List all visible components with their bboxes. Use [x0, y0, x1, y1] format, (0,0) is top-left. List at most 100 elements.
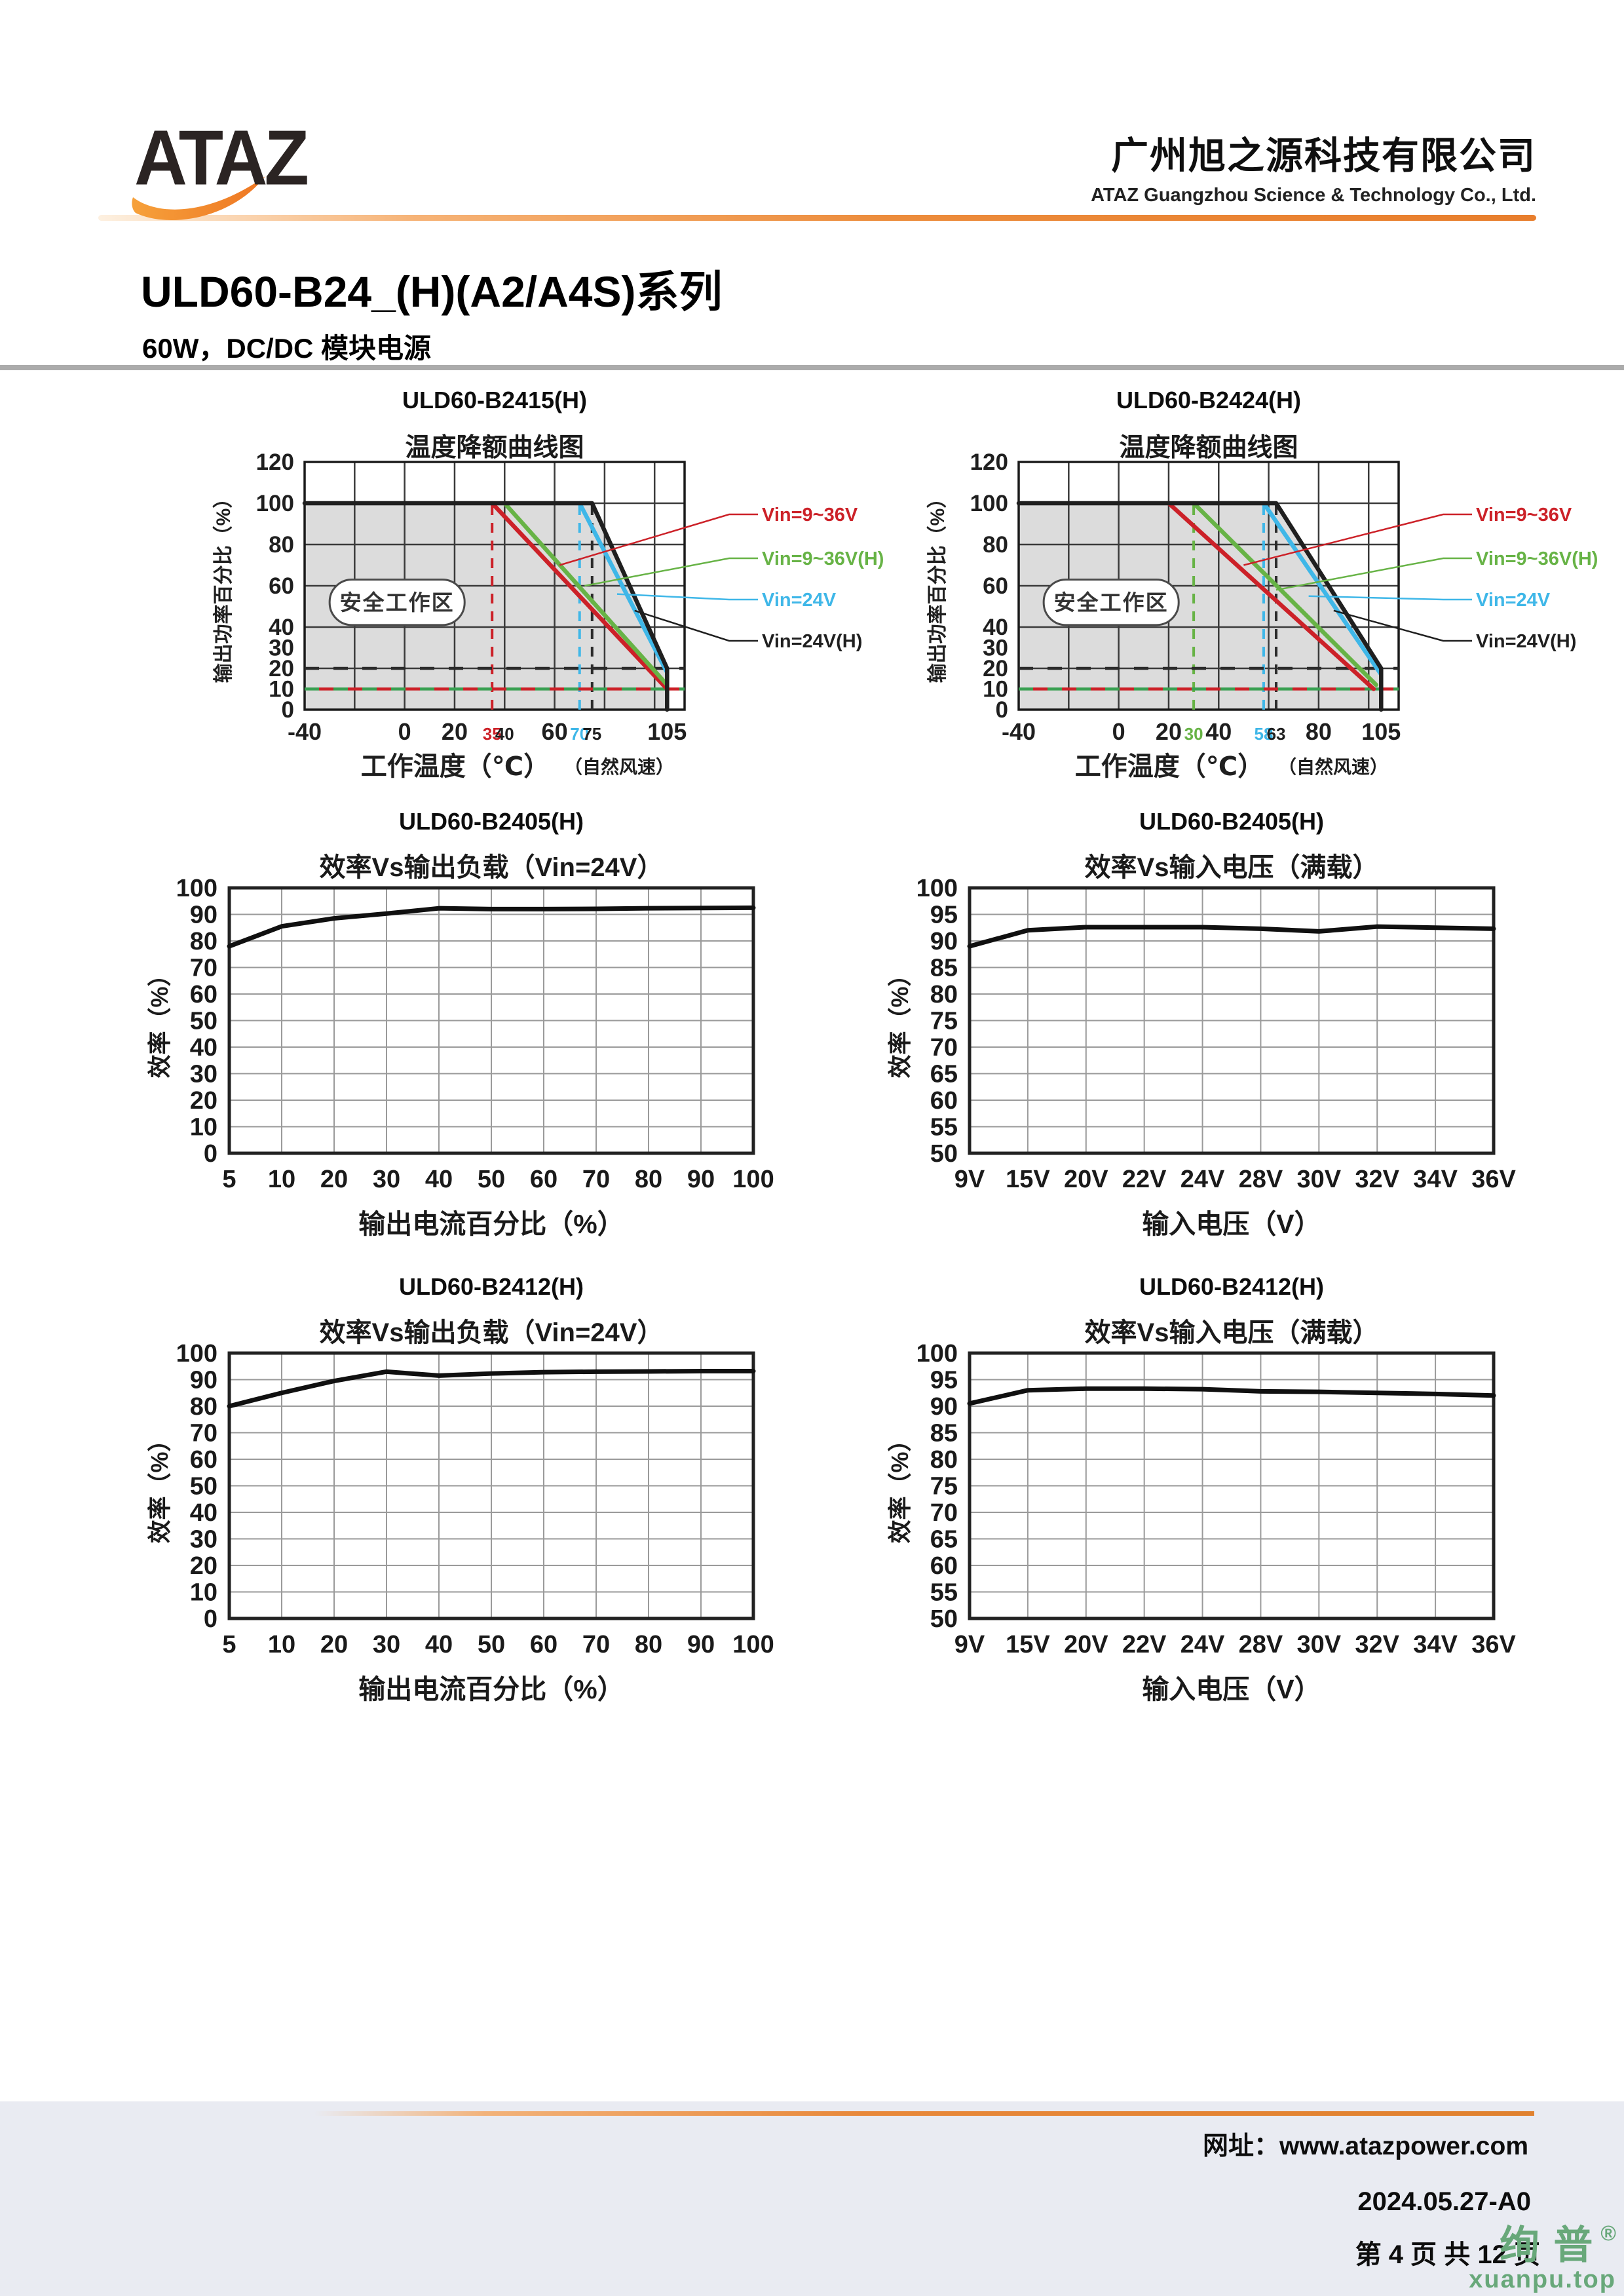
- svg-text:100: 100: [256, 491, 294, 516]
- company-name: 广州旭之源科技有限公司 ATAZ Guangzhou Science & Tec…: [1091, 126, 1536, 206]
- svg-text:0: 0: [282, 697, 294, 723]
- svg-text:100: 100: [916, 875, 958, 902]
- svg-text:40: 40: [983, 615, 1008, 640]
- svg-text:58: 58: [1254, 724, 1273, 744]
- page-number: 第 4 页 共 12 页: [1355, 2240, 1540, 2269]
- svg-text:75: 75: [582, 724, 601, 744]
- svg-text:0: 0: [996, 697, 1008, 723]
- svg-text:60: 60: [542, 718, 568, 745]
- svg-text:20: 20: [190, 1087, 217, 1115]
- svg-text:95: 95: [930, 1367, 958, 1394]
- svg-text:Vin=9~36V: Vin=9~36V: [762, 505, 858, 526]
- chart-title: 温度降额曲线图: [405, 434, 584, 462]
- svg-text:20: 20: [1156, 718, 1182, 745]
- svg-text:输出功率百分比（%）: 输出功率百分比（%）: [926, 489, 949, 683]
- svg-text:Vin=9~36V(H): Vin=9~36V(H): [762, 548, 884, 569]
- svg-text:Vin=24V: Vin=24V: [762, 590, 837, 611]
- svg-text:30: 30: [373, 1166, 400, 1193]
- page-title: ULD60-B24_(H)(A2/A4S)系列: [141, 267, 723, 316]
- svg-text:40: 40: [425, 1631, 453, 1658]
- svg-text:20: 20: [320, 1631, 348, 1658]
- chart-block-derating-b2415: ULD60-B2415(H) 温度降额曲线图 安全工作区 0 10 20 30 40 60 8…: [193, 380, 953, 803]
- svg-text:34V: 34V: [1413, 1166, 1458, 1193]
- svg-text:24V: 24V: [1180, 1631, 1225, 1658]
- chart-title: 效率Vs输入电压（满载）: [1084, 1318, 1379, 1347]
- chart-model-title: ULD60-B2405(H): [1139, 808, 1325, 835]
- svg-text:120: 120: [970, 450, 1008, 475]
- svg-text:100: 100: [970, 491, 1008, 516]
- svg-text:30: 30: [983, 636, 1008, 661]
- website-label: 网址：: [1203, 2132, 1280, 2160]
- svg-text:85: 85: [930, 955, 958, 982]
- svg-text:60: 60: [190, 1446, 217, 1474]
- svg-text:10: 10: [268, 1166, 295, 1193]
- svg-text:80: 80: [1306, 718, 1332, 745]
- svg-text:20: 20: [320, 1166, 348, 1193]
- svg-text:Vin=24V(H): Vin=24V(H): [1476, 631, 1576, 652]
- svg-text:75: 75: [930, 1473, 958, 1501]
- svg-text:50: 50: [478, 1631, 505, 1658]
- chart-model-title: ULD60-B2405(H): [398, 808, 584, 835]
- svg-text:40: 40: [269, 615, 294, 640]
- svg-text:80: 80: [635, 1166, 662, 1193]
- svg-text:55: 55: [930, 1579, 958, 1607]
- watermark-text: 绚普: [1500, 2223, 1608, 2267]
- ataz-logo: ATAZ: [132, 119, 370, 220]
- website-line: 网址：www.atazpower.com: [1203, 2126, 1528, 2162]
- svg-text:5: 5: [222, 1166, 236, 1193]
- svg-text:20V: 20V: [1064, 1631, 1108, 1658]
- chart-title: 温度降额曲线图: [1119, 434, 1298, 462]
- svg-text:60: 60: [269, 573, 294, 599]
- svg-text:40: 40: [190, 1499, 217, 1527]
- svg-text:28V: 28V: [1239, 1631, 1283, 1658]
- svg-text:输入电压（V）: 输入电压（V）: [1142, 1674, 1321, 1704]
- svg-text:80: 80: [190, 1393, 217, 1421]
- revision-text: 2024.05.27-A0: [1357, 2187, 1531, 2216]
- svg-text:120: 120: [256, 450, 294, 475]
- svg-text:Vin=24V(H): Vin=24V(H): [762, 631, 862, 652]
- svg-text:105: 105: [1361, 718, 1401, 745]
- svg-text:80: 80: [635, 1631, 662, 1658]
- svg-text:15V: 15V: [1006, 1631, 1050, 1658]
- svg-text:60: 60: [930, 1552, 958, 1580]
- svg-text:20: 20: [269, 656, 294, 681]
- chart-block-b2412-load: ULD60-B2412(H) 效率Vs输出负载（Vin=24V） 0 10 20 30…: [131, 1268, 884, 1727]
- chart-model-title: ULD60-B2412(H): [1139, 1273, 1325, 1300]
- svg-text:32V: 32V: [1355, 1166, 1399, 1193]
- watermark: 绚普® xuanpu.top: [1469, 2222, 1616, 2293]
- chart-model-title: ULD60-B2415(H): [402, 387, 588, 413]
- svg-text:10: 10: [190, 1579, 217, 1607]
- svg-text:90: 90: [190, 1367, 217, 1394]
- website-link[interactable]: www.atazpower.com: [1279, 2132, 1528, 2160]
- svg-text:60: 60: [530, 1631, 557, 1658]
- svg-text:70: 70: [582, 1631, 610, 1658]
- svg-text:30: 30: [269, 636, 294, 661]
- company-name-en: ATAZ Guangzhou Science & Technology Co.,…: [1091, 185, 1536, 206]
- svg-text:80: 80: [190, 928, 217, 955]
- company-name-cn: 广州旭之源科技有限公司: [1111, 135, 1536, 177]
- svg-text:32V: 32V: [1355, 1631, 1399, 1658]
- svg-text:40: 40: [190, 1034, 217, 1062]
- svg-text:60: 60: [190, 981, 217, 1008]
- svg-text:效率（%）: 效率（%）: [886, 963, 913, 1078]
- svg-text:30V: 30V: [1297, 1166, 1342, 1193]
- svg-text:10: 10: [983, 677, 1008, 702]
- svg-text:70: 70: [930, 1034, 958, 1062]
- svg-text:80: 80: [930, 1446, 958, 1474]
- svg-text:效率（%）: 效率（%）: [146, 1428, 173, 1543]
- footer-band: [0, 2101, 1624, 2296]
- svg-text:50: 50: [478, 1166, 505, 1193]
- svg-text:输出电流百分比（%）: 输出电流百分比（%）: [358, 1674, 624, 1704]
- svg-text:-40: -40: [1002, 718, 1036, 745]
- svg-text:输入电压（V）: 输入电压（V）: [1142, 1209, 1321, 1239]
- svg-text:50: 50: [930, 1140, 958, 1168]
- svg-text:30: 30: [373, 1631, 400, 1658]
- svg-text:9V: 9V: [954, 1166, 985, 1193]
- svg-text:10: 10: [269, 677, 294, 702]
- svg-text:70: 70: [570, 724, 589, 744]
- svg-text:20V: 20V: [1064, 1166, 1108, 1193]
- svg-text:效率（%）: 效率（%）: [886, 1428, 913, 1543]
